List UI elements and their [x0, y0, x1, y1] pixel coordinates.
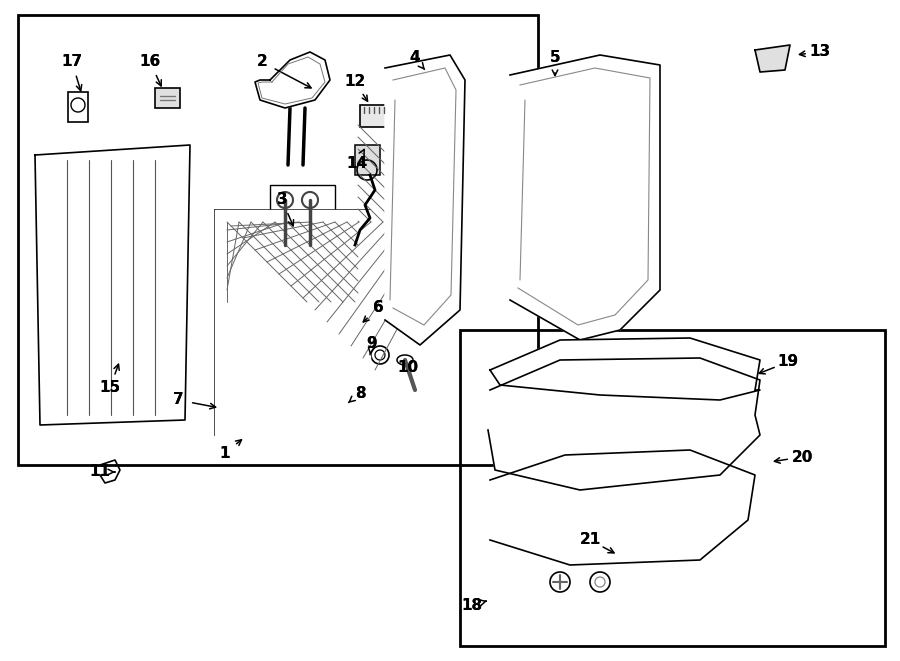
Text: 9: 9: [366, 336, 377, 350]
Polygon shape: [385, 55, 465, 345]
Text: 10: 10: [398, 360, 418, 375]
Text: 2: 2: [256, 54, 267, 69]
Bar: [355, 145, 380, 175]
Text: 4: 4: [410, 50, 420, 65]
Bar: [155, 88, 180, 108]
Polygon shape: [215, 210, 370, 435]
Bar: [215, 210, 370, 435]
Polygon shape: [255, 52, 330, 108]
Text: 20: 20: [791, 449, 813, 465]
Text: 14: 14: [346, 155, 367, 171]
Text: 8: 8: [355, 385, 365, 401]
Text: 19: 19: [778, 354, 798, 369]
Text: 8: 8: [355, 385, 365, 401]
Bar: [460, 330, 885, 646]
Text: 9: 9: [366, 336, 377, 350]
Text: 13: 13: [809, 44, 831, 59]
Polygon shape: [755, 45, 790, 72]
Text: 11: 11: [89, 465, 111, 479]
Text: 12: 12: [345, 75, 365, 89]
Text: 18: 18: [462, 598, 482, 613]
Polygon shape: [510, 55, 660, 340]
Text: 1: 1: [220, 446, 230, 461]
Text: 7: 7: [173, 393, 184, 407]
Polygon shape: [488, 358, 760, 490]
Bar: [18, 15, 538, 465]
Bar: [360, 105, 390, 127]
Text: 15: 15: [99, 381, 121, 395]
Text: 21: 21: [580, 533, 600, 547]
Text: 16: 16: [140, 54, 160, 69]
Text: 10: 10: [398, 360, 418, 375]
Bar: [227, 222, 358, 423]
Polygon shape: [490, 450, 755, 565]
Text: 12: 12: [345, 75, 365, 89]
Text: 3: 3: [276, 192, 287, 208]
Text: 17: 17: [61, 54, 83, 69]
Text: 6: 6: [373, 301, 383, 315]
Text: 6: 6: [373, 301, 383, 315]
Text: 3: 3: [276, 192, 287, 208]
Bar: [270, 185, 335, 265]
Text: 5: 5: [550, 50, 561, 65]
Text: 4: 4: [410, 50, 420, 65]
Text: 1: 1: [220, 446, 230, 461]
Text: 5: 5: [550, 50, 561, 65]
Text: 21: 21: [580, 533, 600, 547]
Text: 18: 18: [462, 598, 482, 613]
Text: 14: 14: [346, 155, 367, 171]
Text: 15: 15: [99, 381, 121, 395]
Bar: [65, 255, 125, 310]
Text: 11: 11: [89, 465, 111, 479]
Bar: [68, 92, 88, 122]
Text: 19: 19: [778, 354, 798, 369]
Text: 13: 13: [809, 44, 831, 59]
Text: 2: 2: [256, 54, 267, 69]
Polygon shape: [35, 145, 190, 425]
Text: 16: 16: [140, 54, 160, 69]
Text: 20: 20: [791, 449, 813, 465]
Polygon shape: [490, 338, 760, 400]
Text: 7: 7: [173, 393, 184, 407]
Text: 17: 17: [61, 54, 83, 69]
